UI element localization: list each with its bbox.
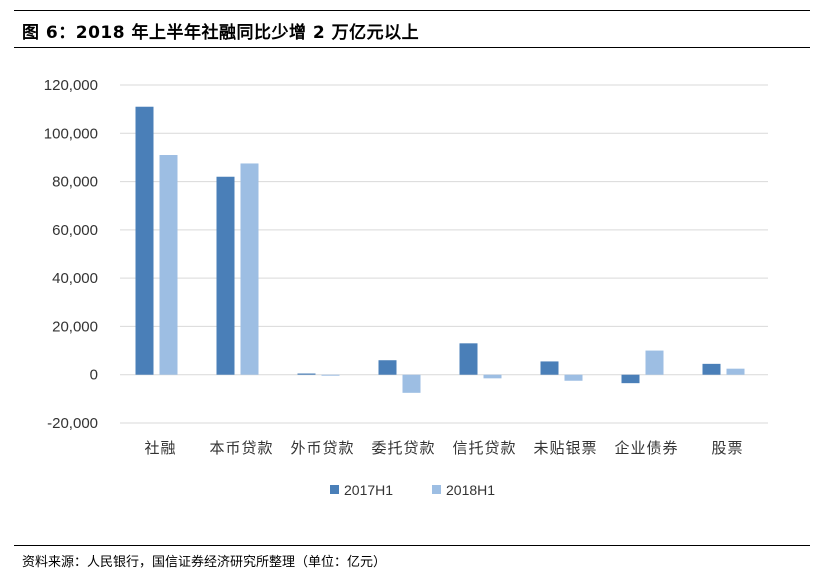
bar-2018H1 — [564, 374, 583, 381]
x-tick-label: 社融 — [144, 439, 176, 457]
bar-2018H1 — [726, 368, 745, 375]
title-rule — [14, 47, 810, 48]
x-tick-label: 信托贷款 — [452, 439, 516, 457]
bar-2017H1 — [135, 106, 154, 375]
x-tick-label: 企业债券 — [614, 439, 678, 457]
bottom-rule — [14, 545, 810, 546]
bar-2017H1 — [216, 176, 235, 375]
y-tick-label: 120,000 — [44, 77, 98, 94]
y-tick-label: 80,000 — [52, 174, 98, 191]
bar-2017H1 — [540, 361, 559, 375]
source-note: 资料来源：人民银行，国信证券经济研究所整理（单位：亿元） — [22, 555, 387, 570]
bar-2018H1 — [159, 155, 178, 375]
y-tick-label: -20,000 — [47, 415, 98, 432]
bar-2018H1 — [402, 374, 421, 393]
bar-2018H1 — [645, 350, 664, 375]
top-rule — [14, 10, 810, 11]
bar-2017H1 — [378, 360, 397, 375]
bar-2017H1 — [459, 343, 478, 375]
bar-2018H1 — [483, 374, 502, 379]
bar-chart: 120,000 100,000 80,000 60,000 40,000 20,000 0 -… — [44, 77, 768, 498]
legend-label: 2018H1 — [446, 482, 495, 498]
x-tick-label: 股票 — [711, 439, 743, 457]
x-tick-label: 未贴银票 — [533, 439, 597, 457]
bar-2017H1 — [702, 363, 721, 375]
y-tick-label: 40,000 — [52, 270, 98, 287]
legend-label: 2017H1 — [344, 482, 393, 498]
bar-2018H1 — [321, 374, 340, 376]
x-tick-label: 本币贷款 — [209, 439, 273, 457]
figure-title: 图 6：2018 年上半年社融同比少增 2 万亿元以上 — [22, 23, 420, 43]
bar-2017H1 — [297, 373, 316, 375]
y-tick-label: 100,000 — [44, 125, 98, 142]
legend-swatch-2018H1 — [432, 485, 441, 494]
legend-swatch-2017H1 — [330, 485, 339, 494]
y-tick-label: 20,000 — [52, 318, 98, 335]
bar-2017H1 — [621, 374, 640, 384]
bar-2018H1 — [240, 163, 259, 375]
x-tick-label: 外币贷款 — [290, 439, 354, 457]
x-tick-label: 委托贷款 — [371, 439, 435, 457]
y-tick-label: 0 — [90, 367, 98, 384]
y-tick-label: 60,000 — [52, 222, 98, 239]
